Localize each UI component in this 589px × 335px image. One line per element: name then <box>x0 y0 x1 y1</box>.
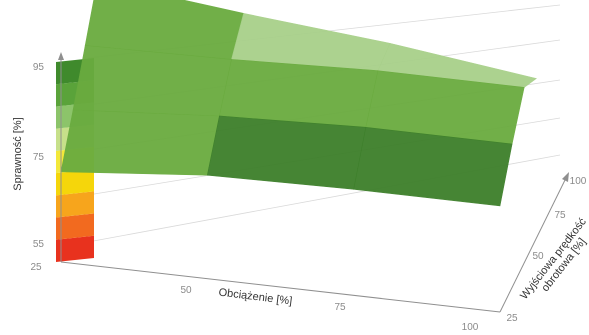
z-axis-label: Wyjściowa prędkość obrotowa [%] <box>518 214 589 310</box>
z-tick-label: 100 <box>570 176 587 187</box>
x-axis-label: Obciążenie [%] <box>218 287 293 308</box>
color-scale-band <box>56 235 94 262</box>
surface-patch <box>353 126 513 207</box>
surface-patch <box>219 59 379 128</box>
axes <box>58 52 569 313</box>
color-scale-band <box>56 169 94 196</box>
y-axis-label: Sprawność [%] <box>12 117 24 190</box>
x-tick-label: 75 <box>334 302 346 313</box>
surface-patch <box>206 115 367 190</box>
surface-plot <box>60 0 537 207</box>
y-axis-arrow <box>58 52 64 60</box>
z-tick-label: 50 <box>532 251 544 262</box>
y-tick-label: 55 <box>33 239 45 250</box>
y-tick-label: 75 <box>33 152 45 163</box>
x-axis-line <box>60 261 501 313</box>
color-scale-band <box>56 191 94 218</box>
z-tick-label: 25 <box>506 313 518 324</box>
z-axis-arrow <box>562 172 569 182</box>
y-tick-label: 95 <box>33 62 45 73</box>
z-axis-label-line-1: Wyjściowa prędkość <box>518 216 589 302</box>
tick-labels: 55 75 95 25 50 75 100 25 50 75 100 <box>30 62 586 333</box>
z-axis-line <box>499 177 567 313</box>
x-tick-label: 100 <box>462 322 479 333</box>
z-tick-label: 75 <box>554 210 566 221</box>
surface-patch <box>60 109 220 176</box>
x-tick-label: 25 <box>30 262 42 273</box>
x-tick-label: 50 <box>180 285 192 296</box>
color-scale-band <box>56 213 94 240</box>
